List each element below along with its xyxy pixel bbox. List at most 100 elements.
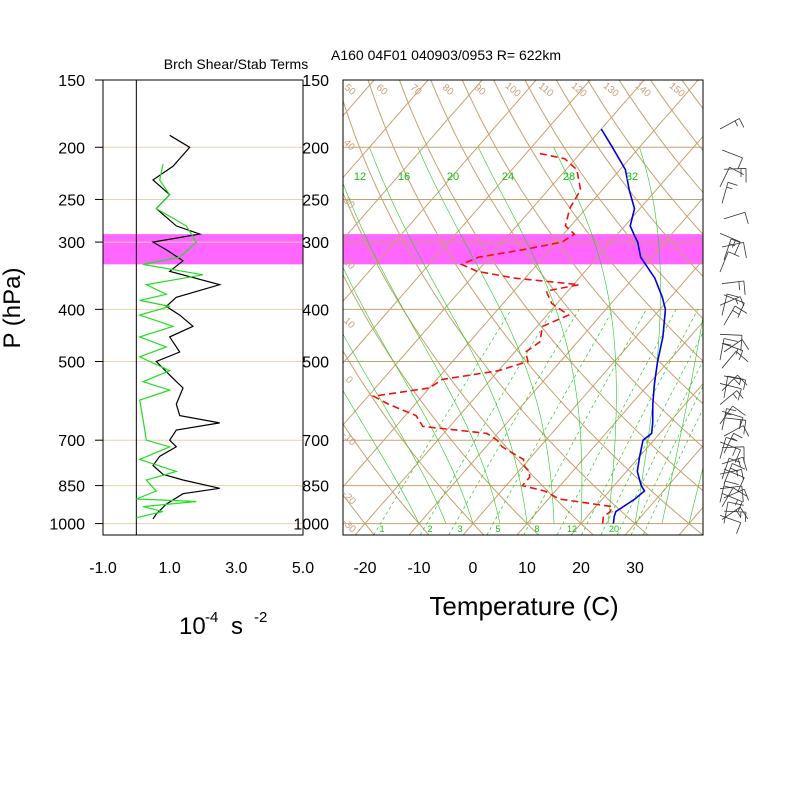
- moist-adiabat-line: [369, 147, 528, 524]
- wind-barb: [721, 457, 741, 480]
- wind-barb: [721, 456, 748, 471]
- highlight-band-left: [103, 234, 303, 265]
- shear-panel-frame: [102, 79, 304, 536]
- mixing-ratio-line: [523, 309, 647, 535]
- shear-x-axis-exponent: -4: [205, 609, 218, 626]
- shear-x-tick-label: -1.0: [89, 560, 117, 577]
- moist-adiabat-line: [478, 147, 583, 524]
- shear-pressure-tick-label: 400: [58, 302, 85, 319]
- moist-adiabat-line: [417, 147, 555, 524]
- wind-barb: [719, 333, 743, 352]
- isotherm-line: [343, 80, 483, 241]
- wind-barb: [719, 405, 746, 425]
- wind-barb: [723, 463, 746, 485]
- isotherm-line: [516, 321, 703, 535]
- wind-barb: [723, 211, 749, 224]
- shear-x-tick-label: 3.0: [225, 560, 247, 577]
- wind-barb: [719, 338, 738, 361]
- dry-adiabat-line: [461, 80, 703, 405]
- dry-adiabat-line: [493, 80, 703, 362]
- shear-x-axis-unit: s: [231, 613, 243, 640]
- moist-adiabat-line: [661, 315, 703, 524]
- isotherm-line: [354, 135, 703, 535]
- shear-x-axis-base: 10: [179, 613, 206, 640]
- wind-barb: [721, 492, 743, 511]
- skewt-panel-frame: [342, 79, 704, 536]
- temperature-profile-line: [600, 128, 667, 524]
- mixing-ratio-label: 20: [447, 171, 459, 183]
- isotherm-line: [624, 444, 703, 535]
- wind-barb: [723, 305, 748, 326]
- wind-barb: [723, 339, 749, 353]
- shear-pressure-tick-label: 500: [58, 355, 85, 372]
- mixing-ratio-label: 16: [398, 171, 410, 183]
- moist-adiabat-line: [343, 266, 474, 524]
- dry-adiabat-line: [343, 423, 430, 535]
- shear-panel-title: Brch Shear/Stab Terms: [164, 56, 308, 72]
- skewt-pressure-tick-label: 400: [302, 302, 329, 319]
- skewt-x-axis-label: Temperature (C): [429, 591, 618, 621]
- shear-pressure-tick-label: 250: [58, 192, 85, 209]
- mixing-ratio-line: [556, 309, 677, 535]
- wind-barb: [721, 293, 739, 316]
- isotherm-line: [408, 197, 703, 535]
- dry-adiabat-line: [343, 99, 649, 535]
- skewt-pressure-tick-label: 850: [302, 479, 329, 496]
- temperature-x-tick-label: 30: [626, 560, 644, 577]
- wind-barb: [723, 238, 741, 260]
- wind-barb: [719, 166, 744, 188]
- shear-x-tick-label: 5.0: [292, 560, 314, 577]
- temperature-x-tick-label: 10: [518, 560, 536, 577]
- mixing-ratio-line: [616, 360, 703, 535]
- shear-pressure-tick-label: 200: [58, 140, 85, 157]
- moist-adiabat-line: [343, 182, 501, 524]
- dry-adiabat-line: [430, 80, 703, 448]
- wind-barb: [723, 425, 750, 437]
- wind-barb: [721, 487, 747, 507]
- shear-pressure-tick-label: 700: [58, 433, 85, 450]
- mixing-ratio-label: 28: [563, 171, 575, 183]
- wind-barb: [721, 350, 749, 369]
- wind-barb: [723, 417, 747, 435]
- mixing-ratio-label: 20: [609, 524, 619, 534]
- shear-pressure-tick-label: 1000: [49, 517, 85, 534]
- shear-x-tick-label: 1.0: [159, 560, 181, 577]
- mixing-ratio-label: 12: [354, 171, 366, 183]
- wind-barb: [719, 437, 738, 459]
- skewt-pressure-tick-label: 300: [302, 235, 329, 252]
- skewt-pressure-tick-label: 1000: [293, 517, 329, 534]
- mixing-ratio-line: [581, 309, 699, 535]
- wind-barb: [721, 149, 743, 170]
- wind-barb: [723, 468, 745, 493]
- moist-adiabat-line: [343, 390, 420, 524]
- mixing-ratio-label: 12: [567, 524, 577, 534]
- mixing-ratio-label: 32: [626, 171, 638, 183]
- wind-barb: [723, 375, 744, 398]
- skewt-grid: [343, 80, 703, 535]
- moist-adiabat-line: [553, 147, 617, 524]
- wind-barb: [719, 296, 745, 307]
- skewt-panel-title: A160 04F01 040903/0953 R= 622km: [331, 47, 561, 63]
- mixing-ratio-line: [600, 331, 703, 535]
- temperature-x-tick-label: 0: [469, 560, 478, 577]
- isotherm-line: [343, 80, 645, 426]
- shear-pressure-tick-label: 150: [58, 73, 85, 90]
- shear-pressure-tick-label: 850: [58, 479, 85, 496]
- skewt-series: [371, 128, 667, 524]
- y-axis-label: P (hPa): [0, 268, 26, 349]
- temperature-x-tick-label: -10: [407, 560, 430, 577]
- isotherm-line: [343, 80, 591, 364]
- dry-adiabat-line: [398, 80, 703, 492]
- dry-adiabat-line: [555, 80, 703, 278]
- wind-barb: [719, 390, 744, 405]
- wind-barb: [723, 488, 749, 501]
- mixing-ratio-label: 24: [502, 171, 514, 183]
- wind-barb: [719, 251, 740, 273]
- stability-term-line: [136, 164, 204, 519]
- wind-barb: [719, 480, 739, 503]
- shear-term-line: [151, 134, 222, 520]
- shear-x-axis-unit-exponent: -2: [254, 609, 267, 626]
- wind-barb: [723, 501, 744, 524]
- dewpoint-profile-line: [371, 152, 614, 524]
